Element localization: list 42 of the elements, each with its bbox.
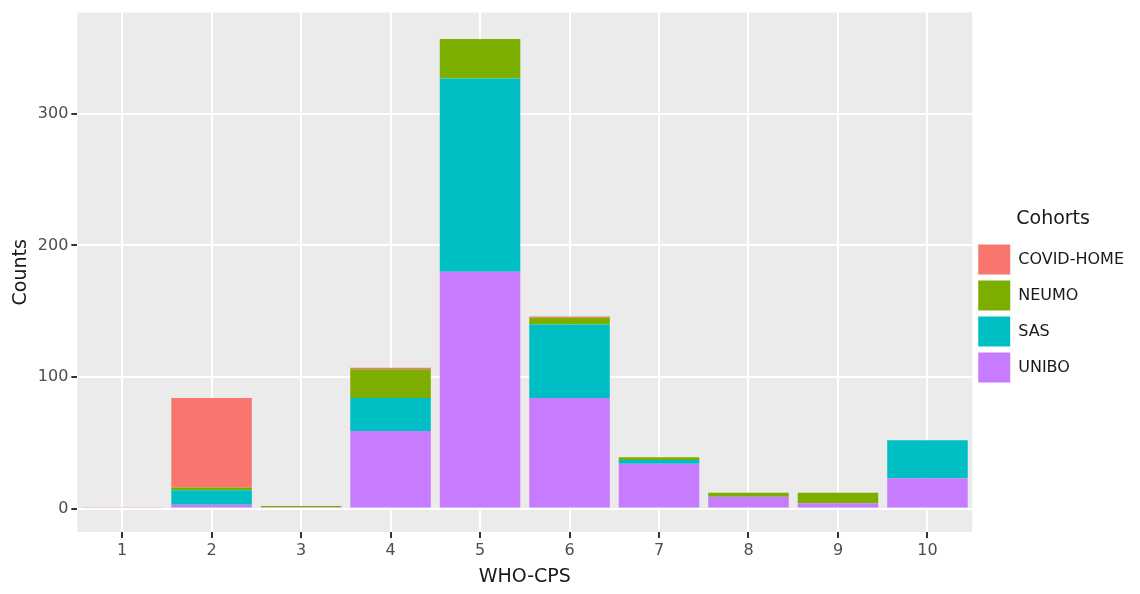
x-tick-label: 2 xyxy=(206,539,217,559)
bar xyxy=(529,398,610,508)
x-tick-label: 1 xyxy=(116,539,128,559)
bar xyxy=(171,398,252,488)
bar xyxy=(350,430,431,508)
bar xyxy=(618,459,700,464)
legend-label: UNIBO xyxy=(1018,356,1070,376)
x-tick-label: 7 xyxy=(653,539,665,559)
legend-label: SAS xyxy=(1018,320,1050,340)
bar xyxy=(529,317,610,325)
legend-label: COVID-HOME xyxy=(1018,248,1124,268)
bar xyxy=(439,78,521,272)
y-tick-label: 200 xyxy=(37,234,69,254)
bar xyxy=(439,38,521,79)
bar xyxy=(797,503,879,508)
bar xyxy=(171,490,252,505)
bar xyxy=(529,324,610,399)
x-tick-label: 10 xyxy=(917,539,938,559)
bar xyxy=(350,369,431,399)
bar xyxy=(439,271,521,508)
bar xyxy=(618,457,700,460)
x-tick-label: 9 xyxy=(832,539,844,559)
x-tick-label: 3 xyxy=(295,539,307,559)
x-tick-label: 4 xyxy=(385,539,396,559)
bar xyxy=(708,492,789,497)
legend-title: Cohorts xyxy=(1016,206,1090,229)
bar xyxy=(171,504,252,508)
bar xyxy=(708,496,789,508)
y-tick-label: 100 xyxy=(37,366,69,386)
legend-label: NEUMO xyxy=(1018,284,1079,304)
bar xyxy=(797,492,879,504)
y-tick-label: 300 xyxy=(37,103,69,123)
bar xyxy=(887,478,968,508)
x-tick-label: 6 xyxy=(564,539,575,559)
bar xyxy=(887,440,968,479)
y-axis-title: Counts xyxy=(8,239,31,306)
bar xyxy=(350,398,431,431)
bar xyxy=(618,463,700,508)
x-tick-label: 8 xyxy=(743,539,754,559)
x-axis-title: WHO-CPS xyxy=(478,563,571,586)
x-tick-label: 5 xyxy=(474,539,486,559)
y-tick-label: 0 xyxy=(58,497,69,517)
